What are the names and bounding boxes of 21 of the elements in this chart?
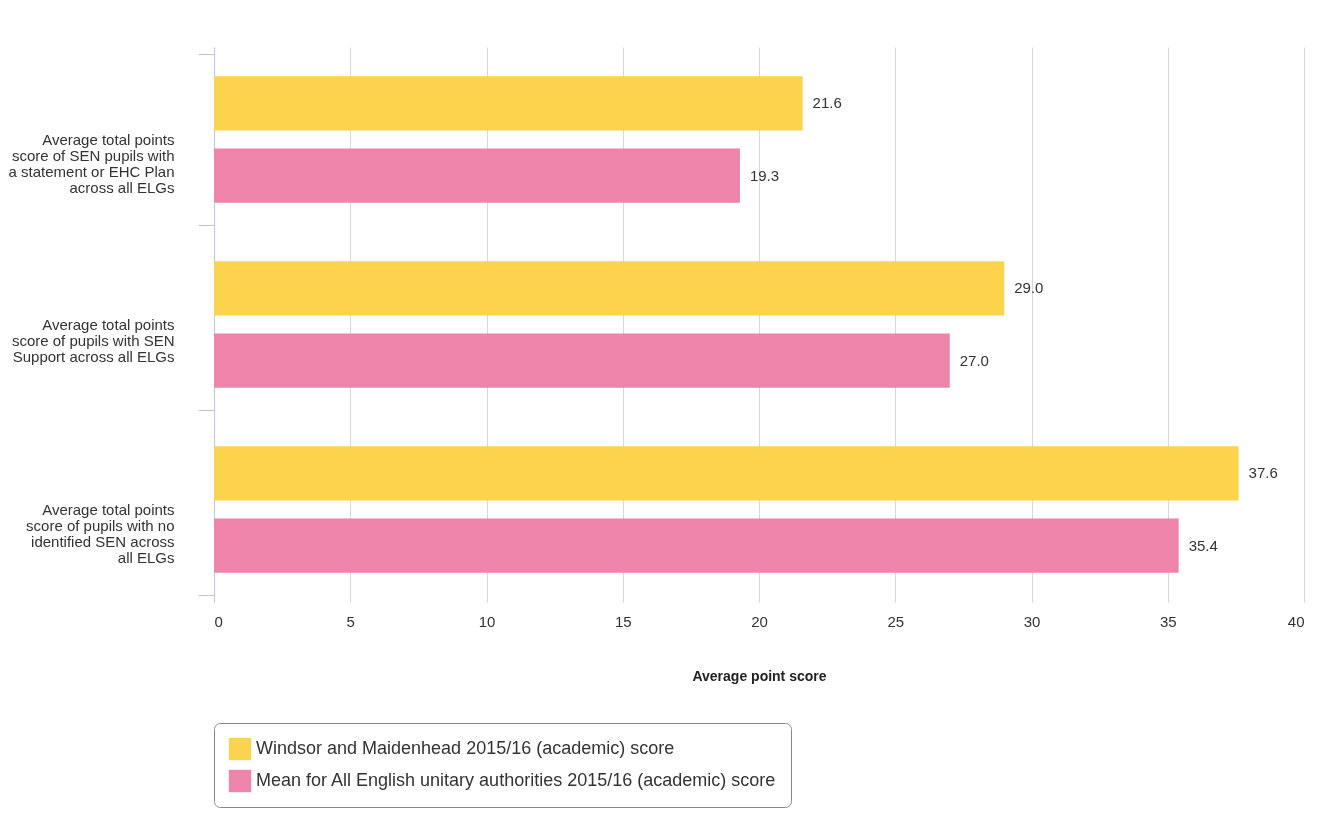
x-tick-label: 30 [1023, 612, 1041, 630]
x-tick-label: 5 [346, 612, 355, 630]
data-label: 37.6 [1248, 464, 1278, 482]
x-tick-label: 20 [751, 612, 768, 630]
data-label: 35.4 [1188, 536, 1218, 554]
x-tick-label: 25 [887, 612, 905, 630]
x-tick-label: 35 [1159, 612, 1177, 630]
x-tick-label: 0 [214, 612, 223, 630]
y-tick-label: Average total points score of pupils with no identified SEN across all ELGs [26, 501, 175, 566]
x-tick-label: 15 [614, 612, 632, 630]
data-label: 19.3 [749, 166, 780, 184]
x-tick-label: 10 [478, 612, 496, 630]
data-label: 21.6 [812, 94, 842, 112]
y-tick-label: Average total points score of pupils with SEN Support across all ELGs [11, 316, 175, 365]
data-label: 29.0 [1014, 279, 1044, 297]
y-tick-label: Average total points score of SEN pupils with a statement or EHC Plan across all ELGs [8, 131, 175, 196]
x-tick-label: 40 [1287, 612, 1305, 630]
legend-label: Mean for All English unitary authorities 2015/16 (academic) score [256, 770, 776, 790]
legend-label: Windsor and Maidenhead 2015/16 (academic) score [256, 738, 675, 758]
data-label: 27.0 [959, 351, 989, 369]
x-axis-title: Average point score [692, 667, 827, 684]
